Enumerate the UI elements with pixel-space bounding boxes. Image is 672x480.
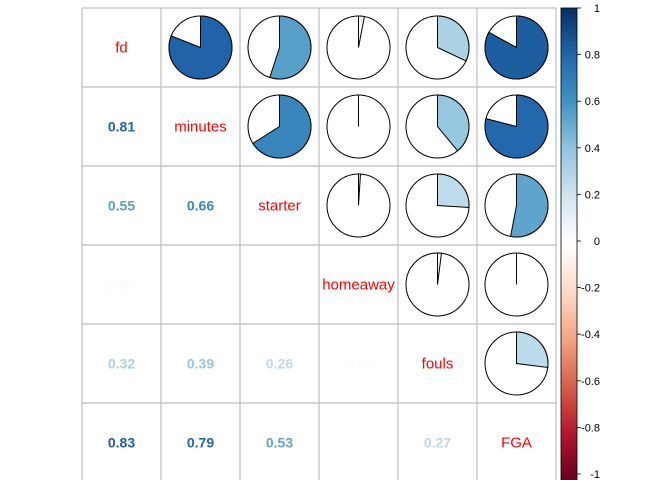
pie-fd-fouls	[405, 15, 470, 80]
colorbar-tick-label: 0.8	[585, 50, 600, 62]
pie-wedge	[516, 331, 549, 369]
variable-label: fouls	[422, 356, 454, 373]
colorbar-tick-label: 1	[594, 3, 600, 15]
pie-wedge	[358, 173, 362, 206]
coefficient-fouls-homeaway: -0.02	[343, 356, 375, 372]
variable-label: fd	[115, 40, 128, 57]
colorbar-tick-label: 0.4	[585, 143, 600, 155]
coefficient-fouls-fd: 0.32	[108, 356, 135, 372]
coefficient-starter-fd: 0.55	[108, 198, 135, 214]
variable-label: minutes	[174, 119, 227, 136]
pie-wedge	[437, 94, 470, 152]
pie-wedge	[358, 15, 365, 48]
pie-homeaway-fouls	[405, 252, 470, 317]
pie-wedge	[484, 94, 549, 159]
colorbar-tick-label: -0.2	[581, 283, 600, 295]
colorbar-tick-label: 0	[594, 236, 600, 248]
pie-wedge	[484, 15, 549, 80]
coefficient-FGA-starter: 0.53	[266, 435, 293, 451]
pie-wedge	[168, 15, 233, 80]
colorbar-gradient	[560, 7, 578, 480]
coefficient-FGA-fd: 0.83	[108, 435, 135, 451]
pie-minutes-homeaway	[326, 94, 391, 159]
pie-wedge	[252, 94, 312, 159]
cell-layer: fd 0.81 minutes 0.55 0.66 starter 0.03 homeaway…	[108, 15, 549, 452]
pie-wedge	[437, 173, 470, 209]
coefficient-FGA-minutes: 0.79	[187, 435, 214, 451]
pie-starter-fouls	[405, 173, 470, 238]
pie-fd-minutes	[168, 15, 233, 80]
colorbar-tick-label: -0.6	[581, 376, 600, 388]
pie-starter-homeaway	[326, 173, 391, 238]
grid-layer	[81, 7, 557, 480]
variable-label: homeaway	[322, 277, 395, 294]
colorbar-tick-label: -0.8	[581, 422, 600, 434]
colorbar-tick-label: -1	[590, 469, 600, 480]
colorbar-tick-label: 0.6	[585, 96, 600, 108]
pie-homeaway-FGA	[484, 252, 549, 317]
pie-starter-FGA	[484, 173, 549, 238]
pie-fd-starter	[247, 15, 312, 80]
pie-wedge	[510, 173, 549, 238]
pie-fd-homeaway	[326, 15, 391, 80]
colorbar: 1 0.8 0.6 0.4 0.2 0 -0.2 -0.4 -0.6 -0.8 -1	[560, 3, 600, 480]
variable-label: starter	[258, 198, 301, 215]
coefficient-homeaway-fd: 0.03	[108, 277, 135, 293]
colorbar-tick-label: -0.4	[581, 329, 600, 341]
colorbar-tick-label: 0.2	[585, 189, 600, 201]
coefficient-fouls-minutes: 0.39	[187, 356, 214, 372]
variable-label: FGA	[501, 435, 532, 452]
pie-wedge	[437, 252, 443, 285]
pie-minutes-fouls	[405, 94, 470, 159]
pie-wedge	[437, 15, 470, 62]
pie-minutes-FGA	[484, 94, 549, 159]
pie-fd-FGA	[484, 15, 549, 80]
coefficient-fouls-starter: 0.26	[266, 356, 293, 372]
pie-fouls-FGA	[484, 331, 549, 396]
coefficient-FGA-fouls: 0.27	[424, 435, 451, 451]
pie-minutes-starter	[247, 94, 312, 159]
pie-wedge	[269, 15, 312, 80]
coefficient-minutes-fd: 0.81	[108, 119, 135, 135]
coefficient-starter-minutes: 0.66	[187, 198, 214, 214]
